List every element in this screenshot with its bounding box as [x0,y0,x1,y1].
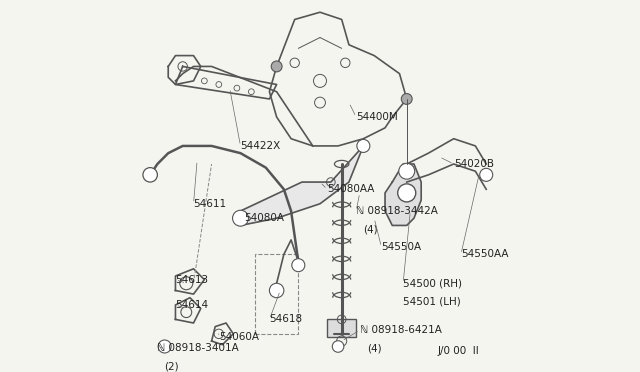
Bar [255,254,298,334]
Text: (4): (4) [367,343,381,353]
Text: 54080A: 54080A [244,213,284,223]
Text: 54501 (LH): 54501 (LH) [403,296,461,306]
Circle shape [158,340,171,353]
Text: 54500 (RH): 54500 (RH) [403,278,462,288]
Circle shape [143,168,157,182]
Circle shape [401,93,412,105]
Text: ℕ 08918-6421A: ℕ 08918-6421A [360,325,442,335]
Text: (2): (2) [164,361,179,371]
Text: 54550AA: 54550AA [461,249,508,259]
Bar [327,320,356,337]
Text: 54614: 54614 [175,300,209,310]
Text: ℕ 08918-3401A: ℕ 08918-3401A [157,343,239,353]
Text: J/0 00  II: J/0 00 II [437,346,479,356]
Polygon shape [385,164,421,225]
Circle shape [480,169,493,181]
Circle shape [332,341,344,352]
Text: 54400M: 54400M [356,112,398,122]
Polygon shape [241,146,364,225]
Text: 54550A: 54550A [381,242,422,252]
Circle shape [232,210,248,226]
Text: 54080AA: 54080AA [327,184,374,194]
Text: 54422X: 54422X [241,141,281,151]
Text: 54020B: 54020B [454,159,493,169]
Text: 54060A: 54060A [219,333,259,343]
Text: 54611: 54611 [193,199,227,209]
Text: 54613: 54613 [175,275,209,285]
Circle shape [269,283,284,298]
Text: ℕ 08918-3442A: ℕ 08918-3442A [356,206,438,216]
Circle shape [357,140,370,153]
Circle shape [292,259,305,272]
Circle shape [397,184,416,202]
Circle shape [271,61,282,72]
Circle shape [399,163,415,179]
Text: (4): (4) [364,224,378,234]
Text: 54618: 54618 [269,314,303,324]
